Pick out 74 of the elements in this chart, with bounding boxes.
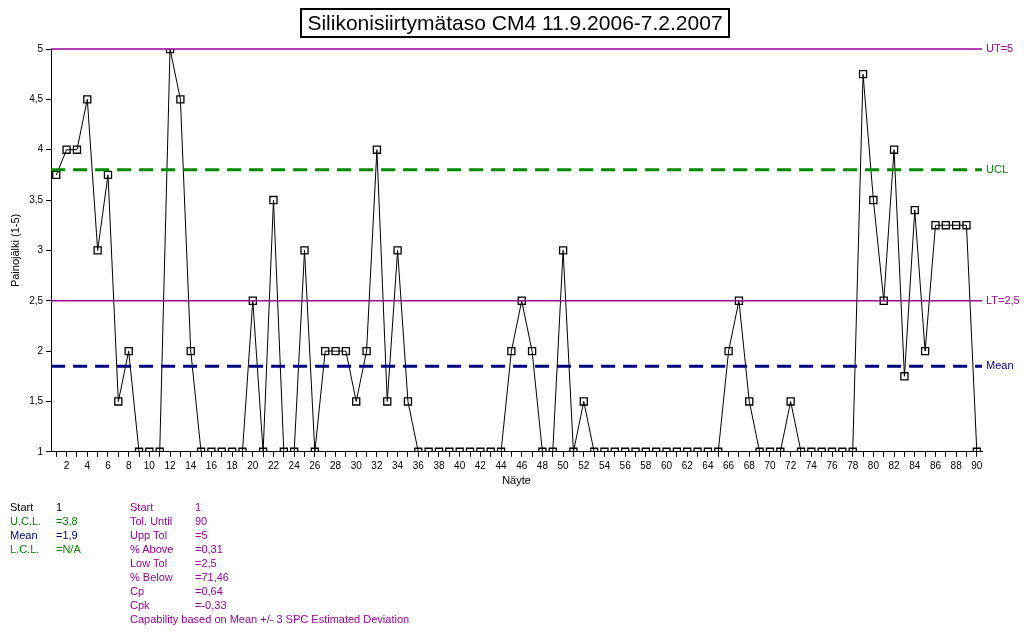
x-tick-label: 16 [205, 459, 218, 471]
text: Cpk =-0,33 [130, 599, 227, 611]
y-tick-label: 4 [37, 143, 44, 155]
x-tick-label: 4 [84, 459, 91, 471]
x-tick-label: 32 [371, 459, 383, 471]
x-tick-label: 86 [929, 459, 942, 471]
text: % Below =71,46 [130, 571, 229, 583]
x-tick-label: 6 [105, 459, 112, 471]
x-tick-label: 8 [125, 459, 132, 471]
ref-line-label: UCL [986, 162, 1009, 175]
x-tick-label: 26 [309, 459, 321, 471]
y-tick-label: 1 [37, 445, 44, 457]
x-tick-label: 58 [640, 459, 652, 471]
x-tick-label: 48 [536, 459, 549, 471]
x-tick-label: 66 [723, 459, 735, 471]
x-axis-title: Näyte [502, 474, 531, 487]
x-tick-label: 30 [350, 459, 363, 471]
x-tick-label: 72 [785, 459, 797, 471]
x-tick-label: 38 [433, 459, 445, 471]
x-tick-label: 76 [826, 459, 839, 471]
chart-title: Silikonisiirtymätaso CM4 11.9.2006-7.2.2007 [300, 8, 730, 38]
text: Low Tol =2,5 [130, 557, 217, 569]
text: Mean =1,9 [10, 529, 78, 541]
text: Tol. Until 90 [130, 515, 208, 527]
text: Start 1 [130, 501, 202, 513]
x-tick-label: 88 [950, 459, 963, 471]
ref-line-label: Mean [986, 359, 1014, 372]
x-tick-label: 78 [847, 459, 859, 471]
x-tick-label: 50 [557, 459, 570, 471]
x-tick-label: 90 [971, 459, 983, 471]
text: Cp =0,64 [130, 585, 223, 597]
x-tick-label: 42 [474, 459, 487, 471]
y-tick-label: 4,5 [29, 93, 44, 105]
x-tick-label: 60 [660, 459, 673, 471]
x-tick-label: 20 [247, 459, 259, 471]
text: U.C.L. =3,8 [10, 515, 78, 527]
y-tick-label: 1,5 [29, 395, 44, 407]
x-tick-label: 82 [888, 459, 901, 471]
x-tick-label: 28 [329, 459, 342, 471]
x-tick-label: 18 [226, 459, 239, 471]
y-tick-label: 3 [37, 244, 44, 256]
y-axis-title: Painojälki (1-5) [8, 213, 21, 288]
text: Upp Tol =5 [130, 529, 208, 541]
x-tick-label: 10 [143, 459, 156, 471]
x-tick-label: 2 [63, 459, 70, 471]
x-tick-label: 22 [267, 459, 280, 471]
x-tick-label: 62 [681, 459, 694, 471]
x-tick-label: 64 [702, 459, 714, 471]
y-tick-label: 3,5 [29, 193, 44, 205]
x-tick-label: 70 [764, 459, 776, 471]
text: L.C.L. =N/A [10, 543, 81, 555]
x-tick-label: 52 [578, 459, 590, 471]
text: Capability based on Mean +/- 3 SPC Estimated Deviation [130, 612, 410, 626]
x-tick-label: 14 [185, 459, 197, 471]
y-tick-label: 5 [37, 42, 44, 54]
x-tick-label: 12 [164, 459, 177, 471]
y-tick-label: 2,5 [29, 294, 44, 306]
x-tick-label: 34 [392, 459, 404, 471]
x-tick-label: 44 [495, 459, 508, 471]
x-tick-label: 74 [805, 459, 818, 471]
x-tick-label: 46 [516, 459, 528, 471]
ref-line-label: LT=2,5 [986, 293, 1020, 306]
y-tick-label: 2 [37, 344, 44, 356]
x-tick-label: 40 [454, 459, 466, 471]
x-tick-label: 84 [909, 459, 921, 471]
x-tick-label: 68 [743, 459, 756, 471]
x-tick-label: 80 [867, 459, 880, 471]
x-tick-label: 56 [619, 459, 632, 471]
text: Start 1 [10, 501, 63, 513]
x-tick-label: 54 [598, 459, 611, 471]
x-tick-label: 36 [412, 459, 425, 471]
text: % Above =0,31 [130, 543, 223, 555]
ref-line-label: UT=5 [986, 42, 1014, 55]
x-tick-label: 24 [288, 459, 301, 471]
